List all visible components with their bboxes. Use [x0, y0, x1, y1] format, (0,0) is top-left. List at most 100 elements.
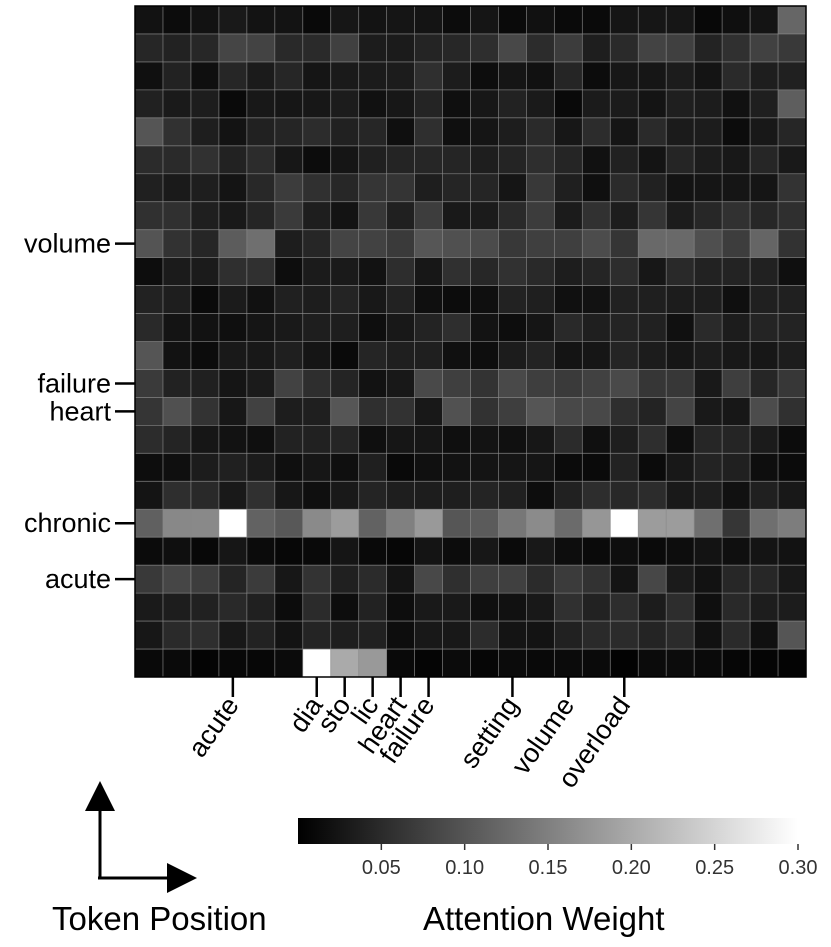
heatmap-cell — [666, 341, 695, 370]
heatmap-cell — [162, 117, 192, 147]
heatmap-cell — [414, 593, 443, 622]
heatmap-cell — [778, 89, 807, 119]
heatmap-cell — [330, 565, 359, 594]
heatmap-cell — [218, 145, 248, 175]
heatmap-cells — [135, 6, 807, 678]
heatmap-cell — [442, 369, 471, 398]
heatmap-cell — [162, 621, 192, 650]
heatmap-cell — [666, 313, 695, 342]
heatmap-cell — [135, 173, 164, 203]
heatmap-cell — [218, 89, 248, 119]
heatmap-cell — [218, 313, 248, 342]
heatmap-cell — [526, 453, 555, 482]
heatmap-cell — [246, 313, 276, 342]
heatmap-cell — [330, 33, 359, 63]
heatmap-cell — [638, 313, 667, 342]
heatmap-cell — [498, 565, 527, 594]
heatmap-cell — [414, 61, 443, 91]
heatmap-cell — [498, 509, 527, 538]
heatmap-cell — [470, 537, 499, 566]
heatmap-cell — [722, 341, 751, 370]
heatmap-cell — [358, 229, 387, 258]
heatmap-cell — [135, 453, 164, 482]
heatmap-cell — [442, 621, 471, 650]
heatmap-cell — [526, 481, 555, 510]
colorbar-label: Attention Weight — [423, 900, 665, 937]
heatmap-cell — [246, 145, 276, 175]
heatmap-cell — [246, 621, 276, 650]
heatmap-cell — [666, 229, 695, 258]
heatmap-cell — [135, 593, 164, 622]
heatmap-cell — [135, 285, 164, 314]
heatmap-cell — [638, 397, 667, 426]
heatmap-cell — [274, 481, 304, 510]
colorbar-tick-label: 0.05 — [362, 857, 401, 879]
heatmap-cell — [750, 593, 779, 622]
heatmap-cell — [638, 6, 667, 35]
heatmap-cell — [190, 397, 220, 426]
heatmap-cell — [302, 173, 332, 203]
heatmap-cell — [526, 341, 555, 370]
heatmap-cell — [722, 621, 751, 650]
heatmap-cell — [386, 425, 415, 454]
heatmap-cell — [554, 6, 583, 35]
heatmap-cell — [526, 257, 555, 286]
heatmap-cell — [694, 425, 723, 454]
heatmap-cell — [358, 6, 387, 35]
colorbar-tick-label: 0.20 — [612, 857, 651, 879]
heatmap-cell — [302, 621, 332, 650]
heatmap-cell — [694, 89, 723, 119]
heatmap-grid — [135, 6, 806, 677]
y-tick-label: chronic — [24, 508, 111, 538]
heatmap-cell — [135, 425, 164, 454]
heatmap-cell — [666, 397, 695, 426]
heatmap-cell — [246, 257, 276, 286]
heatmap-cell — [638, 33, 667, 63]
heatmap-cell — [218, 341, 248, 370]
heatmap-cell — [526, 33, 555, 63]
heatmap-cell — [246, 537, 276, 566]
heatmap-cell — [414, 537, 443, 566]
heatmap-cell — [582, 201, 611, 230]
colorbar-ticks: 0.05 0.10 0.15 0.20 0.25 0.30 — [362, 844, 817, 879]
heatmap-cell — [162, 565, 192, 594]
heatmap-cell — [722, 173, 751, 203]
heatmap-cell — [750, 649, 779, 678]
heatmap-cell — [442, 117, 471, 147]
heatmap-cell — [190, 285, 220, 314]
heatmap-cell — [610, 453, 639, 482]
heatmap-cell — [302, 649, 332, 678]
heatmap-cell — [638, 229, 667, 258]
heatmap-cell — [442, 649, 471, 678]
heatmap-cell — [554, 313, 583, 342]
heatmap-cell — [526, 6, 555, 35]
heatmap-cell — [274, 6, 304, 35]
heatmap-cell — [358, 145, 387, 175]
heatmap-cell — [694, 649, 723, 678]
heatmap-cell — [554, 593, 583, 622]
heatmap-cell — [470, 425, 499, 454]
heatmap-cell — [414, 313, 443, 342]
heatmap-cell — [554, 565, 583, 594]
heatmap-cell — [190, 509, 220, 538]
heatmap-cell — [526, 621, 555, 650]
heatmap-cell — [554, 61, 583, 91]
heatmap-cell — [246, 565, 276, 594]
heatmap-cell — [498, 397, 527, 426]
heatmap-cell — [638, 201, 667, 230]
heatmap-cell — [414, 89, 443, 119]
heatmap-cell — [582, 425, 611, 454]
heatmap-cell — [302, 593, 332, 622]
heatmap-cell — [610, 61, 639, 91]
heatmap-cell — [694, 117, 723, 147]
heatmap-cell — [470, 509, 499, 538]
heatmap-cell — [722, 537, 751, 566]
heatmap-cell — [330, 313, 359, 342]
heatmap-cell — [470, 369, 499, 398]
heatmap-cell — [582, 229, 611, 258]
colorbar-tick-label: 0.15 — [529, 857, 568, 879]
heatmap-cell — [190, 33, 220, 63]
heatmap-cell — [330, 621, 359, 650]
heatmap-cell — [135, 61, 164, 91]
heatmap-cell — [162, 89, 192, 119]
